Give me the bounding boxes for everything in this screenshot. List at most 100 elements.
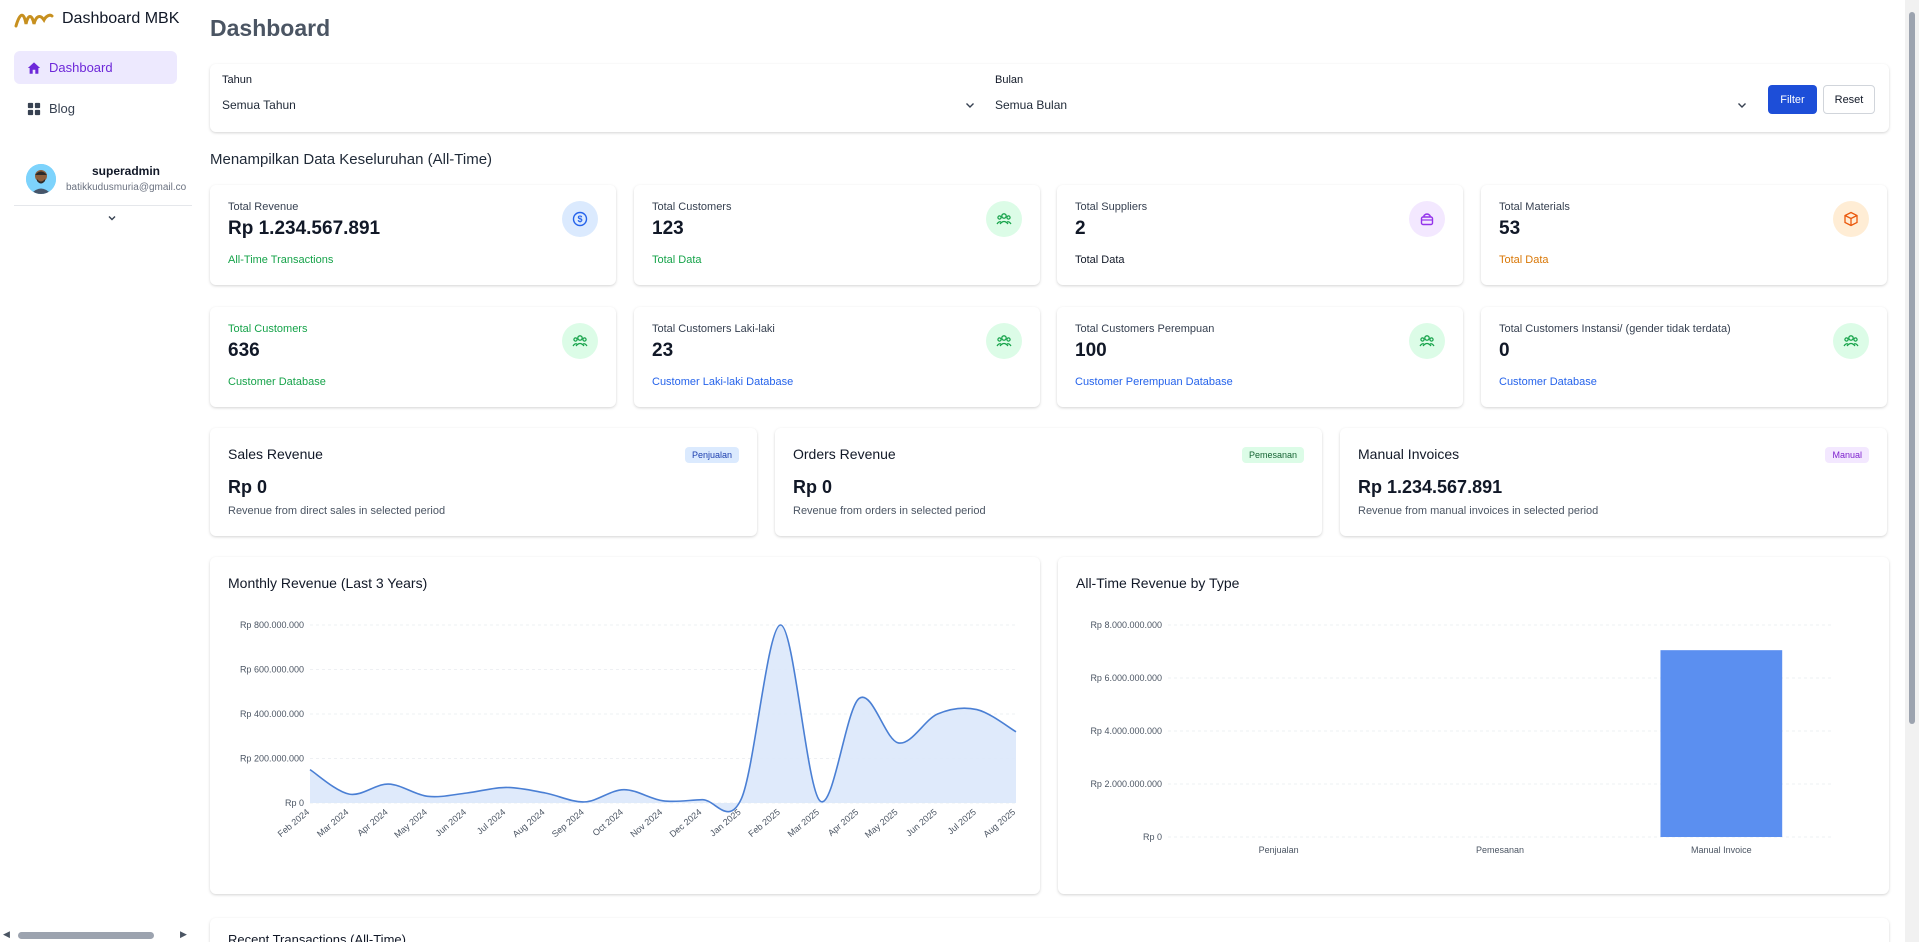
profile-email: batikkudusmuria@gmail.co xyxy=(66,182,187,193)
x-tick-label: Jul 2025 xyxy=(946,807,978,837)
revenue-card: Orders Revenue Pemesanan Rp 0 Revenue fr… xyxy=(775,428,1322,536)
home-icon xyxy=(27,61,41,74)
brand[interactable]: Dashboard MBK xyxy=(14,8,179,30)
monthly-revenue-card: Monthly Revenue (Last 3 Years) Rp 0 Rp 20… xyxy=(210,557,1040,894)
stat-value: 100 xyxy=(1075,340,1107,361)
revenue-card-subtext: Revenue from direct sales in selected pe… xyxy=(228,505,446,517)
recent-transactions-card: Recent Transactions (All-Time) xyxy=(210,918,1889,942)
x-tick-label: Dec 2024 xyxy=(668,807,704,839)
stat-label: Total Customers Laki-laki xyxy=(652,323,775,335)
y-tick-label: Rp 0 xyxy=(1143,832,1162,842)
stat-subtext: Customer Perempuan Database xyxy=(1075,376,1233,388)
scrollbar-thumb[interactable] xyxy=(18,932,154,939)
series-line xyxy=(309,624,1017,813)
stat-subtext: All-Time Transactions xyxy=(228,254,334,266)
sidebar-item-dashboard[interactable]: Dashboard xyxy=(14,51,177,84)
x-tick-label: Nov 2024 xyxy=(628,807,664,839)
y-tick-label: Rp 2.000.000.000 xyxy=(1090,779,1162,789)
filter-button[interactable]: Filter xyxy=(1768,85,1817,114)
year-select[interactable]: Semua Tahun xyxy=(222,93,976,117)
stat-card: Total Materials 53 Total Data xyxy=(1481,185,1887,285)
users-icon xyxy=(1833,323,1869,359)
horizontal-scrollbar[interactable]: ◀ ▶ xyxy=(0,928,196,942)
x-tick-label: Pemesanan xyxy=(1476,845,1524,855)
x-tick-label: Feb 2025 xyxy=(746,807,782,839)
stat-value: 2 xyxy=(1075,218,1086,239)
revenue-card: Manual Invoices Manual Rp 1.234.567.891 … xyxy=(1340,428,1887,536)
revenue-by-type-chart: Rp 0 Rp 2.000.000.000 Rp 4.000.000.000 Rp 6… xyxy=(1090,620,1832,855)
status-badge: Penjualan xyxy=(684,447,739,463)
user-profile[interactable]: superadmin batikkudusmuria@gmail.co xyxy=(14,160,192,204)
y-tick-label: Rp 400.000.000 xyxy=(240,709,304,719)
dollar-icon: $ xyxy=(562,201,598,237)
box-icon xyxy=(1833,201,1869,237)
users-icon xyxy=(562,323,598,359)
x-tick-label: Mar 2025 xyxy=(786,807,822,839)
sidebar-item-label: Dashboard xyxy=(49,60,113,75)
users-icon xyxy=(986,201,1022,237)
revenue-card-value: Rp 0 xyxy=(793,477,833,497)
x-tick-label: Aug 2025 xyxy=(981,807,1017,839)
revenue-card-subtext: Revenue from manual invoices in selected… xyxy=(1358,505,1599,517)
bar[interactable] xyxy=(1660,650,1783,837)
chevron-down-icon xyxy=(1738,103,1746,108)
month-select[interactable]: Semua Bulan xyxy=(995,93,1748,117)
stat-label: Total Materials xyxy=(1499,201,1570,213)
filter-panel xyxy=(210,64,1889,132)
avatar xyxy=(26,164,56,194)
revenue-card-title: Orders Revenue xyxy=(793,446,896,462)
stat-label: Total Customers xyxy=(228,323,308,335)
stat-label: Total Customers Perempuan xyxy=(1075,323,1215,335)
stat-value: 636 xyxy=(228,340,260,361)
scrollbar-thumb[interactable] xyxy=(1909,12,1915,724)
vertical-scrollbar[interactable] xyxy=(1905,0,1919,942)
x-tick-label: Apr 2024 xyxy=(355,807,389,838)
sidebar-item-blog[interactable]: Blog xyxy=(14,92,177,125)
x-tick-label: Jun 2025 xyxy=(904,807,939,838)
y-tick-label: Rp 0 xyxy=(285,798,304,808)
stat-value: 23 xyxy=(652,340,674,361)
y-tick-label: Rp 4.000.000.000 xyxy=(1090,726,1162,736)
x-tick-label: Manual Invoice xyxy=(1691,845,1752,855)
reset-button[interactable]: Reset xyxy=(1823,85,1875,114)
x-tick-label: Mar 2024 xyxy=(315,807,351,839)
stat-card: Total Customers Instansi/ (gender tidak … xyxy=(1481,307,1887,407)
stat-subtext: Total Data xyxy=(1075,254,1125,266)
x-tick-label: Aug 2024 xyxy=(511,807,547,839)
users-icon xyxy=(986,323,1022,359)
x-tick-label: Sep 2024 xyxy=(550,807,586,839)
stat-subtext: Customer Database xyxy=(228,376,326,388)
chart-title: Monthly Revenue (Last 3 Years) xyxy=(228,575,428,591)
x-tick-label: Jun 2024 xyxy=(433,807,468,838)
section-heading: Menampilkan Data Keseluruhan (All-Time) xyxy=(210,151,493,168)
stat-subtext: Total Data xyxy=(652,254,702,266)
stat-value: Rp 1.234.567.891 xyxy=(228,218,381,239)
x-tick-label: Oct 2024 xyxy=(591,807,625,838)
stat-card: Total Revenue Rp 1.234.567.891 All-Time … xyxy=(210,185,616,285)
y-tick-label: Rp 6.000.000.000 xyxy=(1090,673,1162,683)
stat-value: 0 xyxy=(1499,340,1510,361)
area-fill xyxy=(310,624,1016,812)
stat-card: Total Customers Laki-laki 23 Customer La… xyxy=(634,307,1040,407)
revenue-by-type-card: All-Time Revenue by Type Rp 0 Rp 2.000.00… xyxy=(1058,557,1889,894)
sidebar: Dashboard MBK Dashboard Blog xyxy=(0,0,196,942)
profile-divider xyxy=(14,205,192,206)
grid-icon xyxy=(27,102,41,115)
stat-value: 53 xyxy=(1499,218,1521,239)
scroll-right-icon[interactable]: ▶ xyxy=(180,929,187,939)
users-icon xyxy=(1409,323,1445,359)
status-badge: Manual xyxy=(1825,447,1869,463)
scroll-left-icon[interactable]: ◀ xyxy=(3,929,10,939)
stat-card: Total Customers 123 Total Data xyxy=(634,185,1040,285)
stat-label: Total Customers Instansi/ (gender tidak … xyxy=(1499,323,1731,335)
brand-title: Dashboard MBK xyxy=(62,10,180,27)
chevron-down-icon[interactable] xyxy=(106,212,120,226)
chart-title: All-Time Revenue by Type xyxy=(1076,575,1240,591)
month-label: Bulan xyxy=(995,74,1024,86)
month-select-value: Semua Bulan xyxy=(995,98,1068,112)
logo-icon xyxy=(14,13,54,28)
x-tick-label: Jul 2024 xyxy=(475,807,507,837)
svg-text:$: $ xyxy=(577,214,582,224)
stat-label: Total Revenue xyxy=(228,201,299,213)
